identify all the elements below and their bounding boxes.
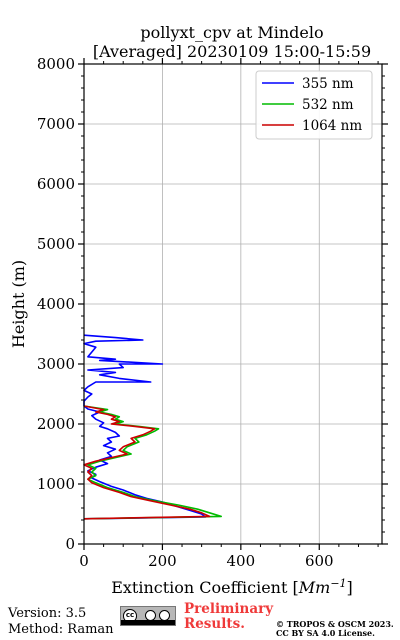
y-tick-label: 1000 [37, 475, 75, 493]
method-text: Method: Raman [8, 622, 114, 637]
series-line-1064-nm [83, 405, 211, 520]
x-tick-label: 600 [305, 552, 334, 570]
x-tick-label: 0 [79, 552, 89, 570]
x-axis-label: Extinction Coefficient [Mm−1] [111, 577, 353, 597]
version-text: Version: 3.5 [8, 606, 87, 621]
copyright-notice: © TROPOS & OSCM 2023. CC BY SA 4.0 Licen… [276, 620, 394, 638]
y-tick-label: 8000 [37, 55, 75, 73]
x-tick-label: 400 [227, 552, 256, 570]
y-tick-label: 7000 [37, 115, 75, 133]
legend-label-355: 355 nm [302, 76, 354, 92]
x-tick-label: 200 [148, 552, 177, 570]
series-layer [83, 334, 222, 520]
y-tick-label: 3000 [37, 355, 75, 373]
badge-strip [121, 620, 175, 625]
legend: 355 nm 532 nm 1064 nm [255, 70, 373, 140]
footer-info: Version: 3.5 Method: Raman [8, 606, 114, 638]
y-tick-label: 0 [65, 535, 75, 553]
y-tick-label: 4000 [37, 295, 75, 313]
legend-label-1064: 1064 nm [302, 118, 362, 134]
series-line-355-nm [83, 334, 207, 520]
preliminary-notice: Preliminary Results. [184, 602, 273, 632]
y-axis-label: Height (m) [9, 260, 28, 348]
legend-label-532: 532 nm [302, 97, 354, 113]
copyright-line-2: CC BY SA 4.0 License. [276, 628, 375, 638]
chart-title: pollyxt_cpv at Mindelo [140, 23, 323, 42]
series-line-532-nm [83, 405, 222, 520]
chart-subtitle: [Averaged] 20230109 15:00-15:59 [93, 42, 371, 61]
preliminary-line-2: Results. [184, 616, 245, 632]
y-tick-label: 6000 [37, 175, 75, 193]
y-tick-label: 5000 [37, 235, 75, 253]
cc-license-badge: cc [120, 606, 176, 626]
axis-ticks: 0 200 400 600010002000300040005000600070008… [37, 55, 388, 570]
legend-box [255, 70, 373, 140]
y-tick-label: 2000 [37, 415, 75, 433]
copyright-line-1: © TROPOS & OSCM 2023. [276, 619, 394, 629]
preliminary-line-1: Preliminary [184, 601, 274, 617]
